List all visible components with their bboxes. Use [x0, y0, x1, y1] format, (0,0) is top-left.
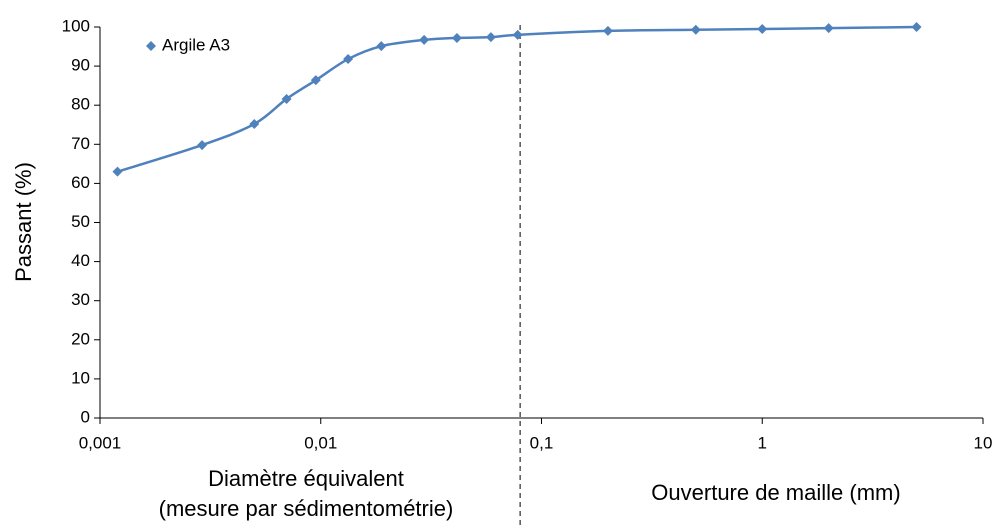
marker	[281, 93, 292, 104]
marker	[911, 22, 922, 32]
x-tick-label: 0,1	[530, 433, 554, 452]
legend-label: Argile A3	[162, 35, 230, 54]
y-axis-label: Passant (%)	[11, 162, 36, 282]
y-tick-label: 60	[71, 173, 90, 192]
marker	[112, 166, 123, 177]
y-tick-label: 70	[71, 134, 90, 153]
y-tick-label: 10	[71, 368, 90, 387]
y-tick-label: 40	[71, 251, 90, 270]
annotation: Ouverture de maille (mm)	[651, 480, 900, 505]
marker	[690, 24, 701, 35]
marker	[419, 34, 430, 45]
y-tick-label: 0	[81, 407, 90, 426]
marker	[451, 32, 462, 43]
marker	[602, 25, 613, 36]
marker	[197, 140, 208, 151]
annotation: Diamètre équivalent	[208, 466, 404, 491]
marker	[485, 32, 496, 43]
x-tick-label: 0,01	[304, 433, 337, 452]
annotation: (mesure par sédimentométrie)	[159, 496, 454, 521]
y-tick-label: 100	[62, 16, 90, 35]
y-tick-label: 90	[71, 56, 90, 75]
y-tick-label: 20	[71, 329, 90, 348]
y-tick-label: 80	[71, 95, 90, 114]
marker	[512, 29, 523, 40]
marker	[823, 23, 834, 34]
x-tick-label: 10	[974, 433, 993, 452]
marker	[343, 54, 354, 65]
x-tick-label: 0,001	[79, 433, 122, 452]
marker	[376, 41, 387, 52]
y-tick-label: 50	[71, 212, 90, 231]
series-line	[117, 25, 917, 173]
legend-marker	[146, 41, 156, 51]
marker	[757, 23, 768, 34]
y-tick-label: 30	[71, 290, 90, 309]
marker	[310, 75, 321, 86]
marker	[249, 118, 260, 129]
x-tick-label: 1	[758, 433, 767, 452]
